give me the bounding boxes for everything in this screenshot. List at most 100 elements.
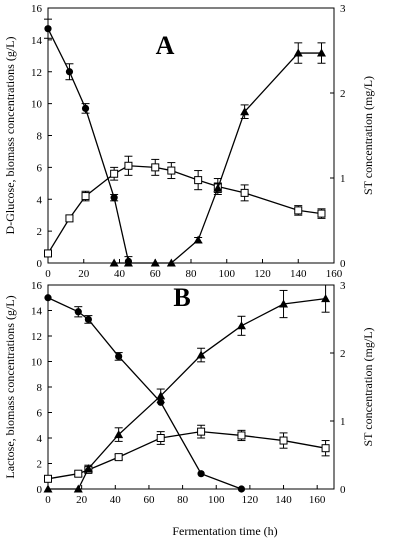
panel-b-series-line	[48, 297, 326, 490]
panel-b-point-square	[114, 453, 123, 462]
panel-a-chart: 0 20 40 60 80 100 120 140 16002468101214160123D-…	[3, 3, 375, 280]
panel-b-x-tick-label: 40	[110, 494, 122, 506]
panel-b-point-circle	[74, 308, 82, 316]
panel-b-x-tick-label: 60	[143, 494, 155, 506]
panel-a-x-tick-label: 40	[114, 268, 126, 280]
panel-a-x-tick-label: 160	[326, 268, 343, 280]
panel-a-point-square	[124, 161, 133, 170]
panel-b-y2-tick-label: 1	[340, 416, 346, 428]
panel-b-x-tick-label: 140	[275, 494, 292, 506]
panel-b-y2-axis-label: ST concentration (mg/L)	[361, 327, 375, 446]
panel-b-y-tick-label: 10	[31, 357, 43, 369]
panel-a-point-circle	[110, 194, 118, 202]
panel-a-point-triangle	[166, 258, 176, 267]
panel-b-point-square	[74, 469, 83, 478]
panel-a-x-tick-label: 60	[150, 268, 162, 280]
panel-a-point-circle	[81, 104, 90, 113]
panel-b-point-circle	[84, 315, 92, 324]
panel-b-point-triangle	[321, 294, 331, 303]
panel-a-point-square	[110, 169, 119, 178]
panel-b-point-triangle	[156, 391, 166, 400]
panel-b-y2-tick-label: 0	[340, 484, 346, 496]
panel-a-series-line	[47, 28, 130, 262]
panel-b-y-tick-label: 6	[37, 408, 43, 420]
panel-a-panel-letter: A	[156, 31, 175, 60]
panel-b-point-circle	[44, 294, 52, 302]
panel-b-y-axis-label: Lactose, biomass concentrations (g/L)	[3, 295, 17, 478]
panel-a-x-tick-label: 0	[45, 268, 51, 280]
panel-a-point-triangle	[240, 107, 250, 116]
panel-b-y-tick-label: 16	[31, 280, 43, 292]
panel-a-x-tick-label: 20	[78, 268, 90, 280]
panel-a-point-square	[317, 209, 326, 218]
panel-b-y-tick-label: 2	[37, 459, 43, 471]
panel-a-y2-tick-label: 2	[340, 88, 346, 100]
panel-b-x-tick-label: 160	[309, 494, 326, 506]
panel-b-y-tick-label: 0	[37, 484, 43, 496]
panel-b-x-tick-label: 0	[45, 494, 51, 506]
panel-b-x-tick-label: 80	[177, 494, 189, 506]
panel-b-point-triangle	[43, 484, 53, 493]
panel-a-point-triangle	[193, 235, 203, 244]
panel-b-point-triangle	[83, 464, 93, 473]
panel-b-panel-letter: B	[173, 283, 190, 312]
panel-a-y-tick-label: 14	[31, 35, 43, 47]
panel-b-x-tick-label: 100	[208, 494, 225, 506]
panel-a-y-tick-label: 10	[31, 99, 43, 111]
panel-b-x-tick-label: 120	[242, 494, 259, 506]
panel-a-y2-tick-label: 1	[340, 173, 346, 185]
panel-a-y2-tick-label: 0	[340, 258, 346, 270]
panel-a-y-tick-label: 6	[37, 162, 43, 174]
panel-a-y2-axis-label: ST concentration (mg/L)	[361, 76, 375, 195]
panel-b-y-tick-label: 8	[37, 382, 43, 394]
panel-b-y2-tick-label: 3	[340, 280, 346, 292]
panel-b-point-square	[44, 474, 52, 483]
panel-b-point-triangle	[279, 299, 289, 308]
panel-a-point-triangle	[213, 183, 223, 192]
panel-a-point-square	[44, 249, 52, 258]
panel-a-point-square	[194, 176, 203, 185]
panel-a-point-triangle	[293, 48, 303, 57]
panel-a-plot-frame	[47, 7, 335, 264]
panel-a-y-tick-label: 4	[37, 194, 43, 206]
panel-a-point-square	[167, 166, 176, 175]
panel-a-point-square	[294, 206, 303, 215]
panel-a-x-tick-label: 120	[254, 268, 271, 280]
panel-b-y-tick-label: 14	[31, 306, 43, 318]
panel-b-y-tick-label: 4	[37, 433, 43, 445]
panel-a-series-line	[114, 52, 322, 264]
panel-b-series-line	[47, 297, 242, 490]
panel-a-point-triangle	[123, 258, 133, 267]
x-axis-label: Fermentation time (h)	[172, 524, 277, 538]
panel-b-point-square	[197, 427, 206, 436]
panel-a-y-tick-label: 8	[37, 131, 43, 143]
panel-a-x-tick-label: 80	[186, 268, 198, 280]
panel-b-point-square	[279, 436, 288, 445]
panel-b-y2-tick-label: 2	[340, 348, 346, 360]
panel-a-point-triangle	[316, 48, 326, 57]
panel-a-point-circle	[65, 68, 74, 76]
panel-b-point-triangle	[73, 484, 83, 493]
panel-a-y-tick-label: 0	[37, 258, 43, 270]
panel-a-point-square	[151, 163, 160, 172]
panel-a-point-square	[65, 214, 74, 223]
panel-b-point-square	[237, 431, 246, 440]
panel-a-point-square	[240, 188, 249, 197]
panel-b-point-square	[321, 444, 330, 453]
panel-a-point-square	[81, 192, 90, 201]
panel-b-point-square	[156, 434, 165, 442]
panel-b-point-circle	[115, 352, 123, 360]
panel-b-point-triangle	[196, 350, 206, 359]
panel-a-x-tick-label: 140	[290, 268, 307, 280]
panel-a-y-tick-label: 16	[31, 3, 43, 15]
panel-b-point-triangle	[236, 321, 246, 330]
panel-a-point-triangle	[109, 258, 119, 267]
panel-b-point-circle	[237, 485, 246, 493]
panel-a-series-line	[47, 165, 322, 254]
panel-a-y-tick-label: 2	[37, 226, 43, 238]
panel-a-point-triangle	[150, 258, 160, 267]
panel-a-point-circle	[44, 25, 52, 33]
panel-b-chart: 0 20 40 60 80 100 120 140 16002468101214160123La…	[3, 280, 375, 506]
panel-b-point-circle	[197, 470, 205, 478]
